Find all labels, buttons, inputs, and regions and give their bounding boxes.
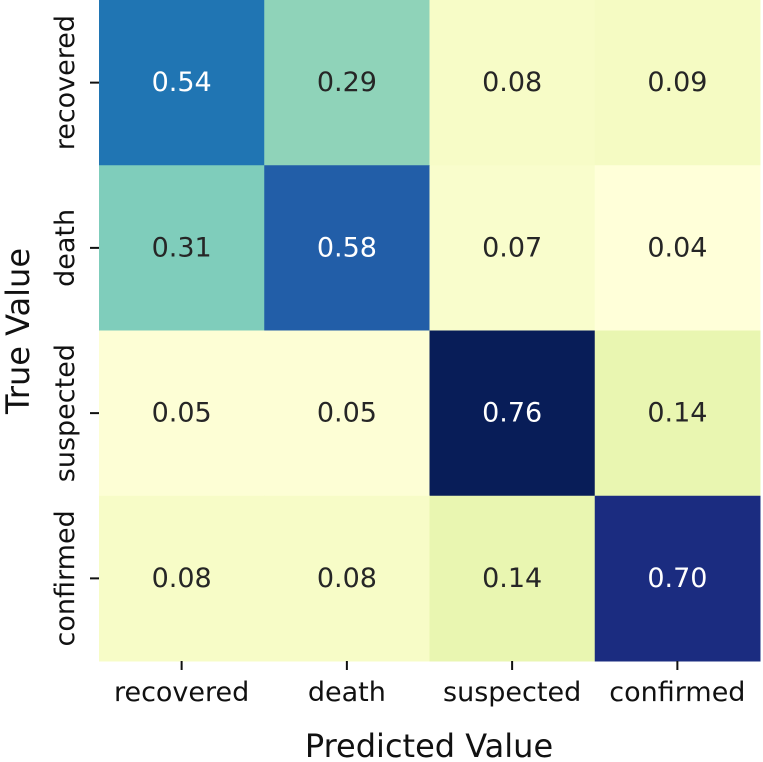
heatmap-value-label-1-0: 0.31 (152, 232, 212, 263)
heatmap-value-label-3-3: 0.70 (647, 563, 707, 594)
heatmap-value-label-0-2: 0.08 (482, 67, 542, 98)
heatmap-value-label-2-0: 0.05 (152, 398, 212, 429)
heatmap-cell-0-1 (264, 0, 430, 166)
heatmap-cell-2-1 (264, 330, 430, 497)
heatmap-value-label-1-2: 0.07 (482, 232, 542, 263)
heatmap-value-labels: 0.54 0.29 0.08 0.09 0.31 0.58 0.07 0.04 0.05 0.05… (152, 67, 708, 594)
x-axis-ticks: recovered death suspected confirmed (114, 661, 745, 708)
heatmap-value-label-2-2: 0.76 (482, 398, 542, 429)
y-axis-title: True Value (0, 248, 37, 415)
y-tick-label-1: death (50, 209, 81, 287)
heatmap-cell-1-1 (264, 165, 430, 331)
heatmap-value-label-1-3: 0.04 (647, 232, 707, 263)
x-tick-label-2: suspected (443, 677, 581, 708)
heatmap-cell-1-0 (99, 165, 265, 331)
x-tick-label-3: confirmed (609, 677, 745, 708)
y-axis-ticks: recovered death suspected confirmed (50, 15, 99, 646)
heatmap-value-label-3-0: 0.08 (152, 563, 212, 594)
heatmap-value-label-2-1: 0.05 (317, 398, 377, 429)
heatmap-cell-3-0 (99, 495, 265, 662)
heatmap-value-label-3-2: 0.14 (482, 563, 542, 594)
heatmap-cell-2-3 (594, 330, 761, 497)
heatmap-cell-2-0 (99, 330, 265, 497)
heatmap-value-label-2-3: 0.14 (647, 398, 707, 429)
x-axis-title: Predicted Value (305, 727, 553, 762)
y-tick-label-2: suspected (50, 344, 81, 482)
heatmap-cell-1-3 (594, 165, 761, 331)
heatmap-cell-0-0 (99, 0, 265, 166)
heatmap-value-label-0-3: 0.09 (647, 67, 707, 98)
y-tick-label-3: confirmed (50, 510, 81, 646)
heatmap-cell-0-3 (594, 0, 761, 166)
heatmap-cell-2-2 (429, 330, 596, 497)
heatmap-cell-1-2 (429, 165, 596, 331)
heatmap-value-label-3-1: 0.08 (317, 563, 377, 594)
heatmap-cells (99, 0, 761, 662)
x-tick-label-1: death (308, 677, 386, 708)
heatmap-value-label-0-1: 0.29 (317, 67, 377, 98)
heatmap-cell-3-1 (264, 495, 430, 662)
heatmap-value-label-0-0: 0.54 (152, 67, 212, 98)
y-tick-label-0: recovered (50, 15, 81, 150)
heatmap-cell-3-3 (594, 495, 761, 662)
heatmap-cell-3-2 (429, 495, 596, 662)
heatmap-value-label-1-1: 0.58 (317, 232, 377, 263)
x-tick-label-0: recovered (114, 677, 249, 708)
heatmap-cell-0-2 (429, 0, 596, 166)
